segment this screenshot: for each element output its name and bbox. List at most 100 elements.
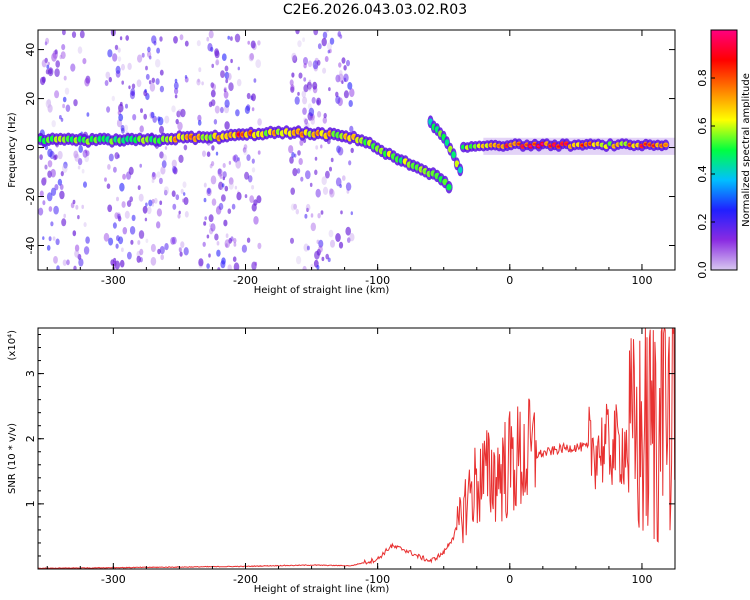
noise-speck — [338, 73, 344, 83]
noise-speck — [41, 76, 46, 83]
noise-speck — [329, 37, 335, 45]
noise-speck — [204, 216, 207, 221]
noise-speck — [157, 116, 161, 122]
noise-speck — [152, 171, 156, 178]
noise-speck — [39, 190, 44, 197]
noise-speck — [153, 40, 157, 46]
noise-speck — [82, 149, 88, 158]
noise-speck — [225, 243, 228, 248]
noise-speck — [81, 168, 85, 174]
noise-speck — [209, 163, 213, 169]
noise-speck — [314, 156, 318, 161]
noise-speck — [70, 202, 75, 209]
noise-speck — [115, 65, 121, 74]
noise-speck — [316, 59, 321, 66]
noise-speck — [330, 157, 334, 163]
noise-speck — [209, 223, 212, 228]
band-cell — [457, 166, 463, 174]
noise-speck — [129, 90, 136, 100]
noise-speck — [73, 99, 78, 107]
x-tick-label: -300 — [101, 573, 126, 586]
noise-speck — [290, 237, 294, 244]
noise-speck — [335, 177, 342, 187]
noise-speck — [44, 57, 48, 64]
noise-speck — [222, 176, 225, 181]
noise-speck — [232, 256, 237, 263]
noise-speck — [46, 98, 52, 106]
noise-speck — [175, 118, 179, 125]
noise-speck — [106, 106, 111, 113]
noise-speck — [257, 40, 261, 46]
y-tick-label: -40 — [24, 237, 37, 255]
noise-speck — [175, 194, 180, 201]
noise-speck — [223, 90, 229, 99]
noise-speck — [47, 170, 52, 178]
noise-speck — [62, 30, 66, 36]
noise-speck — [50, 168, 56, 178]
noise-speck — [347, 237, 351, 243]
noise-speck — [209, 227, 214, 235]
noise-speck — [173, 36, 178, 44]
noise-speck — [145, 238, 149, 243]
noise-speck — [248, 53, 254, 62]
noise-speck — [224, 121, 230, 130]
noise-speck — [322, 67, 327, 74]
noise-speck — [170, 237, 176, 245]
noise-speck — [221, 53, 227, 61]
noise-speck — [310, 222, 316, 232]
noise-speck — [342, 175, 346, 181]
noise-speck — [293, 203, 297, 210]
noise-speck — [144, 88, 147, 93]
x-tick-label: -200 — [233, 274, 258, 287]
y-tick-label: 40 — [24, 43, 37, 57]
noise-speck — [338, 62, 342, 68]
noise-speck — [148, 80, 152, 85]
noise-speck — [184, 40, 189, 47]
noise-speck — [171, 105, 176, 113]
noise-speck — [115, 243, 119, 249]
noise-speck — [220, 106, 224, 114]
noise-speck — [307, 60, 313, 68]
noise-speck — [57, 178, 63, 186]
noise-speck — [143, 113, 147, 120]
colorbar-tick-label: 0.4 — [696, 165, 709, 183]
y-axis-label: Frequency (Hz) — [7, 112, 18, 188]
noise-speck — [83, 181, 87, 188]
noise-speck — [220, 70, 225, 78]
noise-speck — [236, 78, 242, 87]
noise-speck — [318, 245, 323, 253]
noise-speck — [62, 103, 65, 109]
noise-speck — [129, 226, 136, 235]
noise-speck — [321, 256, 325, 262]
noise-speck — [178, 210, 181, 215]
noise-speck — [159, 151, 164, 159]
noise-speck — [235, 109, 240, 117]
noise-speck — [160, 254, 164, 261]
noise-speck — [180, 241, 185, 249]
noise-speck — [308, 79, 312, 84]
noise-speck — [206, 36, 210, 42]
noise-speck — [47, 104, 53, 113]
noise-speck — [223, 88, 227, 93]
noise-speck — [312, 60, 319, 70]
noise-speck — [211, 145, 215, 151]
noise-speck — [214, 50, 220, 59]
noise-speck — [85, 236, 90, 244]
snr-panel: -300 -200 -100 0 100 1 2 3 Height of straight li… — [7, 327, 676, 595]
noise-speck — [106, 183, 111, 189]
noise-speck — [202, 241, 206, 247]
noise-speck — [154, 197, 158, 204]
noise-speck — [304, 213, 308, 219]
chart-title: C2E6.2026.043.03.02.R03 — [282, 2, 468, 18]
noise-speck — [111, 95, 116, 102]
noise-speck — [122, 173, 126, 180]
noise-speck — [310, 213, 314, 218]
noise-speck — [208, 30, 214, 39]
noise-speck — [156, 208, 162, 217]
noise-speck — [253, 216, 259, 225]
noise-speck — [114, 44, 119, 51]
noise-speck — [307, 85, 312, 92]
noise-speck — [121, 247, 124, 253]
noise-speck — [210, 175, 217, 185]
